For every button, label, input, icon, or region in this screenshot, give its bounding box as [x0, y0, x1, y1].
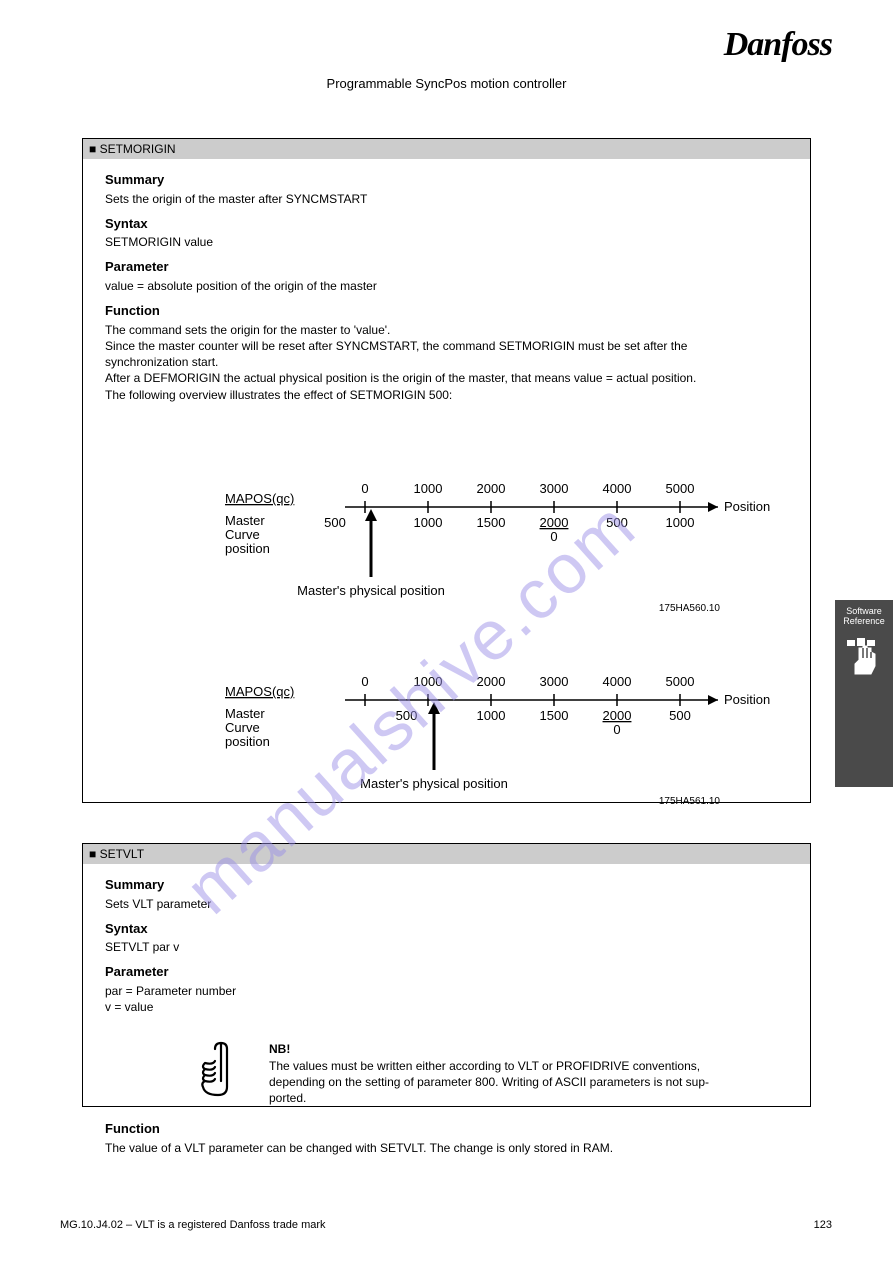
svg-text:0: 0: [550, 529, 557, 544]
svg-text:5000: 5000: [666, 481, 695, 496]
svg-text:2000: 2000: [603, 708, 632, 723]
svg-text:position: position: [225, 734, 270, 749]
setvlt-function-label: Function: [105, 1120, 788, 1138]
setvlt-box: ■ SETVLT Summary Sets VLT parameter Synt…: [82, 843, 811, 1107]
svg-text:1000: 1000: [477, 708, 506, 723]
svg-text:175HA561.10: 175HA561.10: [659, 796, 721, 807]
svg-text:1000: 1000: [414, 481, 443, 496]
setvlt-param-line-1: v = value: [105, 999, 788, 1015]
footer-page-number: 123: [814, 1219, 832, 1231]
document-title: Programmable SyncPos motion controller: [0, 76, 893, 91]
svg-text:500: 500: [324, 515, 346, 530]
svg-text:1000: 1000: [666, 515, 695, 530]
setvlt-function-text: The value of a VLT parameter can be chan…: [105, 1140, 788, 1156]
svg-text:Position: Position: [724, 499, 770, 514]
function-line-0: The command sets the origin for the mast…: [105, 322, 788, 338]
svg-text:Master's physical position: Master's physical position: [360, 776, 508, 791]
setvlt-param-line-0: par = Parameter number: [105, 983, 788, 999]
setvlt-summary-text: Sets VLT parameter: [105, 896, 788, 912]
setvlt-syntax-label: Syntax: [105, 920, 788, 938]
setmorigin-header: ■ SETMORIGIN: [83, 139, 810, 159]
svg-text:1000: 1000: [414, 674, 443, 689]
svg-text:Curve: Curve: [225, 527, 260, 542]
syntax-label: Syntax: [105, 215, 788, 233]
note-nb: NB!: [269, 1041, 709, 1057]
svg-text:1500: 1500: [540, 708, 569, 723]
note-line-1: depending on the setting of parameter 80…: [269, 1074, 709, 1090]
note-icon: [195, 1039, 243, 1105]
svg-text:MAPOS(qc): MAPOS(qc): [225, 684, 294, 699]
function-line-2: synchronization start.: [105, 354, 788, 370]
function-line-4: The following overview illustrates the e…: [105, 387, 788, 403]
svg-text:Master: Master: [225, 513, 265, 528]
svg-text:4000: 4000: [603, 481, 632, 496]
param-text: value = absolute position of the origin …: [105, 278, 788, 294]
chart-1: Position MAPOS(qc) MasterCurveposition 0 100…: [225, 467, 785, 632]
svg-text:0: 0: [361, 481, 368, 496]
svg-text:4000: 4000: [603, 674, 632, 689]
note-line-2: ported.: [269, 1090, 709, 1106]
svg-text:Master's physical position: Master's physical position: [297, 583, 445, 598]
hand-cursor-icon: [841, 634, 887, 680]
setvlt-syntax-text: SETVLT par v: [105, 939, 788, 955]
function-line-3: After a DEFMORIGIN the actual physical p…: [105, 370, 788, 386]
summary-text: Sets the origin of the master after SYNC…: [105, 191, 788, 207]
setvlt-header: ■ SETVLT: [83, 844, 810, 864]
function-label: Function: [105, 302, 788, 320]
summary-label: Summary: [105, 171, 788, 189]
svg-text:2000: 2000: [540, 515, 569, 530]
setvlt-summary-label: Summary: [105, 876, 788, 894]
svg-text:175HA560.10: 175HA560.10: [659, 603, 721, 614]
svg-text:0: 0: [613, 722, 620, 737]
svg-text:3000: 3000: [540, 674, 569, 689]
param-label: Parameter: [105, 258, 788, 276]
svg-text:2000: 2000: [477, 481, 506, 496]
chart-2: Position MAPOS(qc) MasterCurveposition 0 100…: [225, 660, 785, 825]
footer-left: MG.10.J4.02 – VLT is a registered Danfos…: [60, 1219, 326, 1231]
svg-text:500: 500: [606, 515, 628, 530]
svg-text:500: 500: [396, 708, 418, 723]
svg-text:Curve: Curve: [225, 720, 260, 735]
svg-text:position: position: [225, 541, 270, 556]
svg-text:Position: Position: [724, 692, 770, 707]
svg-text:2000: 2000: [477, 674, 506, 689]
svg-text:3000: 3000: [540, 481, 569, 496]
note-line-0: The values must be written either accord…: [269, 1058, 709, 1074]
setvlt-param-label: Parameter: [105, 963, 788, 981]
svg-text:0: 0: [361, 674, 368, 689]
sidebar-label: Software Reference: [835, 606, 893, 626]
svg-text:1500: 1500: [477, 515, 506, 530]
setmorigin-box: ■ SETMORIGIN Summary Sets the origin of …: [82, 138, 811, 803]
svg-text:Master: Master: [225, 706, 265, 721]
sidebar-tab: Software Reference: [835, 600, 893, 787]
function-line-1: Since the master counter will be reset a…: [105, 338, 788, 354]
svg-text:1000: 1000: [414, 515, 443, 530]
logo: Danfoss: [724, 26, 832, 64]
svg-text:500: 500: [669, 708, 691, 723]
svg-text:MAPOS(qc): MAPOS(qc): [225, 491, 294, 506]
syntax-text: SETMORIGIN value: [105, 234, 788, 250]
svg-text:5000: 5000: [666, 674, 695, 689]
